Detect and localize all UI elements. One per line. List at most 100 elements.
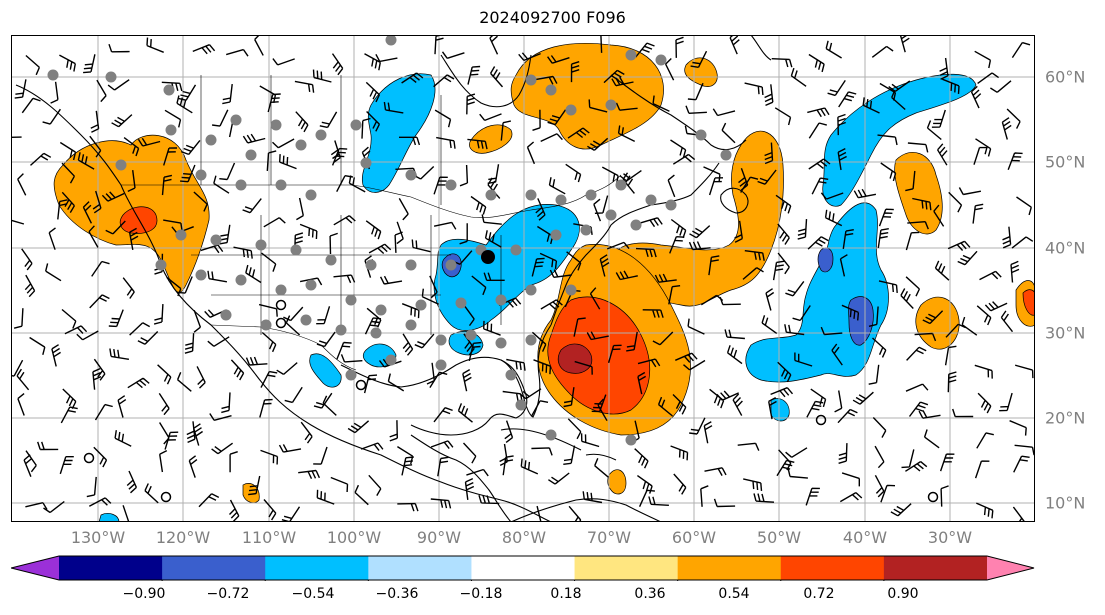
wind-barb	[504, 420, 514, 443]
wind-barb	[401, 72, 424, 84]
wind-barb	[127, 170, 136, 193]
wind-barb	[974, 364, 993, 379]
wind-barb	[11, 359, 24, 377]
wind-barb	[970, 85, 982, 109]
wind-barb	[837, 408, 858, 424]
wind-barb	[300, 421, 313, 444]
wind-barb	[1014, 444, 1035, 456]
wind-barb	[637, 371, 647, 395]
wind-barb	[126, 470, 138, 494]
wind-barb	[463, 304, 475, 327]
wind-barb	[260, 449, 279, 465]
wind-barb	[333, 274, 356, 284]
station-marker	[625, 434, 637, 446]
station-marker	[235, 179, 247, 191]
station-marker	[275, 284, 287, 296]
wind-barb	[797, 219, 808, 240]
station-marker	[365, 259, 377, 271]
wind-barb	[914, 332, 937, 342]
wind-barb	[45, 263, 62, 282]
wind-barb	[958, 187, 982, 196]
station-marker	[255, 239, 267, 251]
wind-barb	[184, 333, 195, 354]
station-marker	[445, 259, 457, 271]
wind-barb	[91, 260, 110, 277]
wind-barb	[336, 341, 352, 360]
wind-barb	[891, 89, 906, 111]
station-marker	[370, 327, 382, 339]
wind-barb	[839, 491, 863, 503]
wind-barb	[961, 316, 978, 336]
station-marker	[163, 84, 175, 96]
wind-barb	[931, 109, 946, 128]
wind-barb	[519, 388, 542, 400]
wind-barb	[933, 204, 945, 227]
station-marker	[235, 274, 247, 286]
wind-barb	[984, 301, 1008, 312]
wind-barb	[922, 310, 944, 325]
wind-barb	[976, 432, 994, 449]
wind-barb	[667, 174, 676, 198]
wind-barb	[948, 191, 963, 213]
station-marker	[295, 139, 307, 151]
wind-barb	[837, 113, 846, 136]
wind-barb	[245, 264, 262, 284]
wind-barb	[1011, 236, 1034, 249]
colorbar-outline	[11, 555, 1035, 581]
wind-barb	[23, 454, 33, 477]
wind-barb	[88, 225, 99, 248]
wind-barb	[316, 331, 336, 348]
wind-barb	[276, 362, 298, 375]
wind-barb	[397, 502, 419, 512]
station-marker	[525, 284, 537, 296]
lon-label-50w: 50°W	[756, 528, 802, 547]
wind-barb	[611, 76, 634, 87]
wind-barb	[17, 393, 25, 416]
station-marker	[455, 297, 467, 309]
wind-barb	[176, 372, 192, 392]
wind-barb	[712, 108, 736, 117]
station-marker	[655, 54, 667, 66]
colorbar-label-neg018: −0.18	[459, 586, 503, 602]
station-marker	[565, 284, 577, 296]
wind-barb	[233, 246, 253, 259]
wind-barb	[872, 417, 887, 438]
wind-barb	[92, 367, 102, 390]
wind-barb	[563, 387, 575, 408]
station-marker	[465, 329, 477, 341]
wind-barb	[726, 345, 743, 365]
wind-barb	[606, 241, 630, 250]
wind-barb	[947, 371, 957, 393]
wind-barb	[29, 336, 46, 355]
wind-barb	[947, 240, 971, 251]
wind-barb	[299, 277, 323, 286]
wind-barb	[642, 309, 664, 318]
coast-labrador	[610, 74, 747, 151]
wind-barb	[322, 395, 337, 416]
wind-barb	[563, 445, 576, 465]
wind-barb	[481, 214, 502, 225]
wind-barb	[1002, 226, 1012, 249]
wind-barb	[60, 406, 78, 424]
station-marker	[385, 35, 397, 46]
wind-barb	[466, 93, 476, 115]
wind-barb	[713, 498, 736, 508]
colorbar-segments	[11, 555, 1035, 581]
coastlines	[15, 35, 772, 522]
wind-barb	[675, 352, 698, 363]
wind-barb	[86, 476, 97, 498]
wind-barb	[868, 364, 880, 385]
wind-barb	[907, 221, 929, 230]
wind-barb	[1009, 420, 1027, 436]
wind-barb	[838, 91, 857, 108]
wind-barb	[37, 441, 59, 451]
wind-barb	[375, 53, 398, 63]
wind-barb	[437, 456, 449, 477]
wind-barb	[57, 199, 68, 220]
wind-barb	[926, 120, 942, 141]
station-marker	[580, 224, 592, 236]
wind-barb	[777, 252, 790, 275]
colorbar-segment	[471, 556, 576, 580]
wind-barb	[498, 297, 522, 308]
wind-barb	[16, 368, 30, 391]
